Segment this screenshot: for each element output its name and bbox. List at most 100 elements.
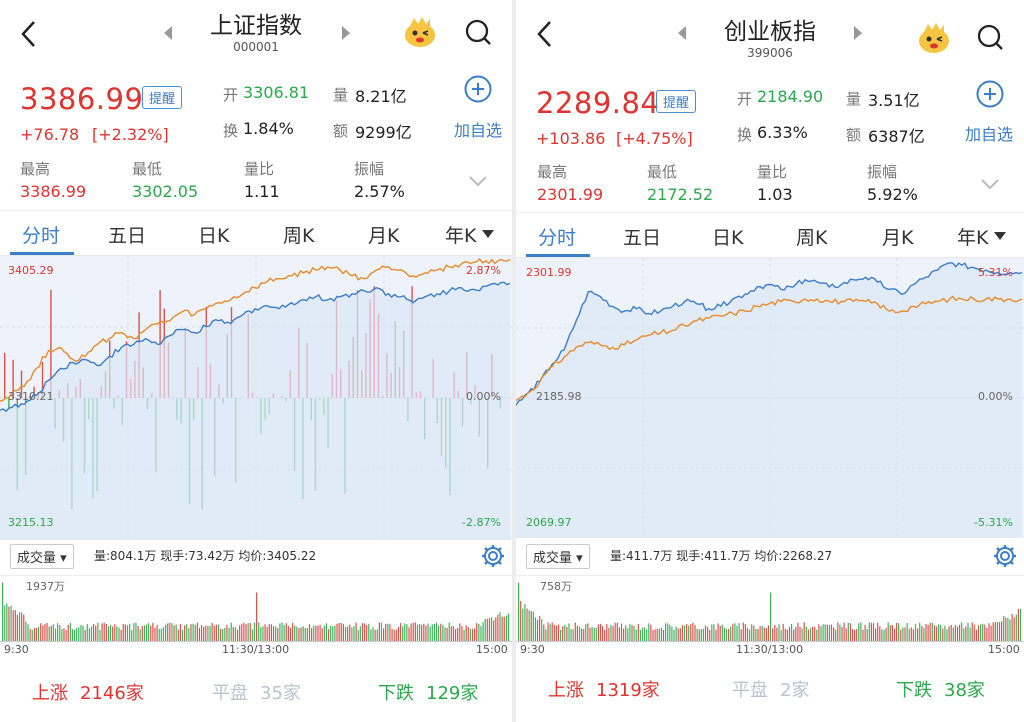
dropdown-triangle-icon[interactable] [481,229,495,239]
volume-bar [635,629,637,642]
volume-bar [97,622,99,642]
add-watchlist-icon[interactable] [975,79,1005,109]
volume-bar [114,624,116,642]
low-value: 3302.05 [132,182,199,201]
remind-button[interactable]: 提醒 [142,86,183,109]
next-index-icon[interactable] [850,24,866,42]
intraday-chart[interactable] [0,256,512,540]
gear-icon[interactable] [480,543,506,569]
volume-bar [816,629,818,642]
volume-bar [948,626,950,642]
tab-monthly-k[interactable]: 月K [368,225,400,247]
tab-five-day[interactable]: 五日 [623,227,662,249]
volume-bar [137,625,139,642]
tab-intraday[interactable]: 分时 [22,225,61,247]
low-label: 最低 [132,160,163,178]
tab-yearly-k[interactable]: 年K [957,227,989,249]
mascot-icon[interactable] [402,14,438,50]
back-arrow-icon[interactable] [14,16,44,52]
volume-bar [327,629,330,642]
volume-bar [761,625,763,642]
tab-intraday[interactable]: 分时 [538,227,577,249]
volume-bar [154,627,156,642]
volume-bar [877,622,879,642]
volume-bar [807,629,809,642]
amount-label: 额 [846,126,862,144]
tab-weekly-k[interactable]: 周K [283,225,315,247]
tab-weekly-k[interactable]: 周K [796,227,828,249]
volume-bar [287,625,289,642]
volume-bar [48,626,50,642]
volume-bar [323,625,325,642]
index-panel-chinext: 创业板指 399006 2289.84 提醒 +103.86 [+4.75%] … [516,0,1024,722]
volume-bar [283,624,285,642]
next-index-icon[interactable] [338,24,354,42]
vol-ratio-label: 量比 [757,163,788,181]
high-label: 最高 [537,163,568,181]
add-watchlist-icon[interactable] [463,74,493,104]
volume-bar [448,622,450,642]
volume-bar [268,624,270,642]
axis-bottom-right: -2.87% [462,516,501,529]
volume-bar [251,629,253,642]
volume-bar [313,625,315,642]
search-icon[interactable] [464,18,494,48]
volume-bar [522,608,524,642]
back-arrow-icon[interactable] [530,16,560,52]
volume-bar [917,628,919,642]
volume-bar [173,625,175,642]
prev-index-icon[interactable] [160,24,176,42]
volume-bar [224,627,226,642]
gear-icon[interactable] [992,543,1018,569]
volume-bar [696,628,698,642]
search-icon[interactable] [976,23,1006,53]
remind-button[interactable]: 提醒 [656,90,697,113]
volume-bar [1007,618,1009,642]
tab-daily-k[interactable]: 日K [198,225,230,247]
volume-bar [215,624,217,642]
dropdown-triangle-icon[interactable] [993,231,1007,241]
volume-bar [444,627,446,642]
intraday-chart[interactable] [516,258,1024,538]
volume-selector[interactable]: 成交量 ▾ [10,544,74,569]
volume-bar [923,627,925,642]
volume-selector[interactable]: 成交量 ▾ [526,544,590,569]
volume-bar [583,629,585,642]
volume-bar [86,624,88,642]
volume-bar [50,626,52,642]
volume-bar [105,623,107,642]
tab-daily-k[interactable]: 日K [712,227,744,249]
volume-bar [944,625,946,642]
mascot-icon[interactable] [916,20,952,56]
volume-bar [803,622,805,642]
volume-selector-label: 成交量 [533,551,573,566]
volume-bar [698,629,700,642]
volume-bar [260,627,262,642]
add-watchlist-button[interactable]: 加自选 [965,125,1014,144]
tab-five-day[interactable]: 五日 [108,225,147,247]
volume-bar [6,603,8,642]
volume-bar [308,624,311,642]
volume-bar [198,627,201,642]
chevron-down-icon[interactable] [980,178,1000,190]
volume-bar [1009,619,1011,642]
volume-bar [262,626,264,642]
axis-top-left: 3405.29 [8,264,54,277]
volume-bar [889,625,891,642]
volume-bar [169,622,171,642]
volume-bar [875,628,877,642]
prev-index-icon[interactable] [674,24,690,42]
tab-monthly-k[interactable]: 月K [882,227,914,249]
add-watchlist-button[interactable]: 加自选 [454,121,503,140]
down-label: 下跌 [896,680,932,701]
volume-bar [304,628,306,642]
volume-bar [562,626,564,642]
tab-yearly-k[interactable]: 年K [445,225,477,247]
high-label: 最高 [20,160,51,178]
volume-bar [69,622,71,642]
chevron-down-icon[interactable] [468,175,488,187]
vol-ratio-value: 1.11 [244,182,280,201]
volume-bar [4,605,6,642]
volume-bar [767,625,770,642]
amplitude-value: 2.57% [354,182,405,201]
